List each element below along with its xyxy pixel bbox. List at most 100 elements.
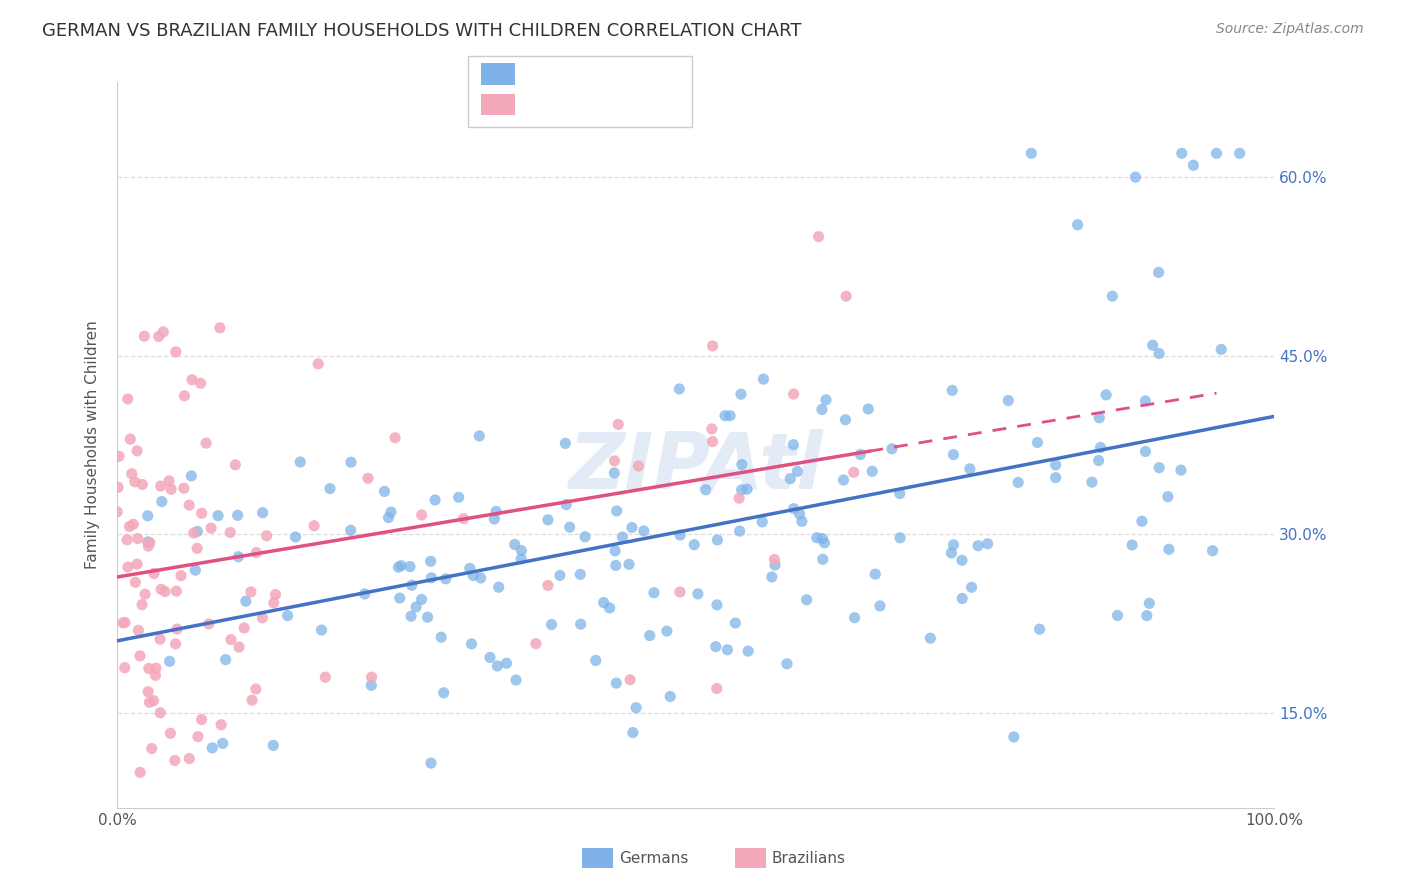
Point <box>190 506 212 520</box>
Point <box>233 621 256 635</box>
Point <box>124 575 146 590</box>
Point <box>148 329 170 343</box>
Point <box>849 448 872 462</box>
Point <box>138 695 160 709</box>
Point <box>166 622 188 636</box>
Point <box>606 504 628 518</box>
Point <box>228 640 250 654</box>
Point <box>190 713 212 727</box>
Point <box>858 402 880 417</box>
Point <box>669 585 692 599</box>
Point <box>1101 289 1123 303</box>
Text: 95: 95 <box>630 95 659 113</box>
Point <box>761 570 783 584</box>
Point <box>186 541 208 556</box>
Point <box>942 448 965 462</box>
Point <box>114 660 136 674</box>
Point <box>138 539 160 553</box>
Point <box>1135 444 1157 458</box>
Point <box>585 653 607 667</box>
Point <box>187 730 209 744</box>
Point <box>143 566 166 581</box>
Point <box>976 537 998 551</box>
Point <box>728 491 751 506</box>
Point <box>1157 490 1180 504</box>
Point <box>136 535 159 549</box>
Point <box>950 591 973 606</box>
Point <box>256 529 278 543</box>
Point <box>377 510 399 524</box>
Point <box>423 492 446 507</box>
Point <box>170 568 193 582</box>
Point <box>786 464 808 478</box>
Point <box>262 739 284 753</box>
Point <box>548 568 571 582</box>
Point <box>730 483 752 497</box>
Point <box>139 535 162 549</box>
Point <box>668 382 690 396</box>
Point <box>118 519 141 533</box>
Point <box>844 611 866 625</box>
Point <box>290 455 312 469</box>
Point <box>714 409 737 423</box>
Text: 181: 181 <box>630 65 665 83</box>
Point <box>1107 608 1129 623</box>
Point <box>138 661 160 675</box>
Point <box>1147 346 1170 360</box>
Point <box>1157 542 1180 557</box>
Point <box>401 578 423 592</box>
Point <box>718 409 741 423</box>
Point <box>889 531 911 545</box>
Point <box>115 533 138 547</box>
Point <box>399 559 422 574</box>
Point <box>339 523 361 537</box>
Point <box>1066 218 1088 232</box>
Point <box>353 587 375 601</box>
Point <box>131 477 153 491</box>
Point <box>942 538 965 552</box>
Point <box>605 558 627 573</box>
Point <box>1170 463 1192 477</box>
Point <box>160 483 183 497</box>
Point <box>782 438 804 452</box>
Point <box>1135 393 1157 408</box>
Text: ZIPAtl: ZIPAtl <box>568 429 823 505</box>
Point <box>224 458 246 472</box>
Point <box>277 608 299 623</box>
Point <box>131 598 153 612</box>
Point <box>127 532 149 546</box>
Point <box>468 429 491 443</box>
Point <box>524 637 547 651</box>
Point <box>190 376 212 391</box>
Point <box>180 468 202 483</box>
Point <box>558 520 581 534</box>
Point <box>603 466 626 480</box>
Point <box>1201 543 1223 558</box>
Point <box>1147 460 1170 475</box>
Point <box>195 436 218 450</box>
Point <box>1081 475 1104 489</box>
Point <box>1211 343 1233 357</box>
Point <box>389 558 412 573</box>
Point <box>555 498 578 512</box>
Point <box>1121 538 1143 552</box>
Point <box>125 557 148 571</box>
Point <box>145 661 167 675</box>
Point <box>1142 338 1164 352</box>
Point <box>399 609 422 624</box>
Point <box>1171 146 1194 161</box>
Point <box>779 472 801 486</box>
Point <box>796 592 818 607</box>
Point <box>621 725 644 739</box>
Point <box>149 632 172 647</box>
Point <box>941 546 963 560</box>
Point <box>603 454 626 468</box>
Point <box>165 584 187 599</box>
Point <box>263 596 285 610</box>
Point <box>173 481 195 495</box>
Point <box>669 528 692 542</box>
Point <box>153 584 176 599</box>
Point <box>433 686 456 700</box>
Point <box>314 670 336 684</box>
Point <box>1087 453 1109 467</box>
